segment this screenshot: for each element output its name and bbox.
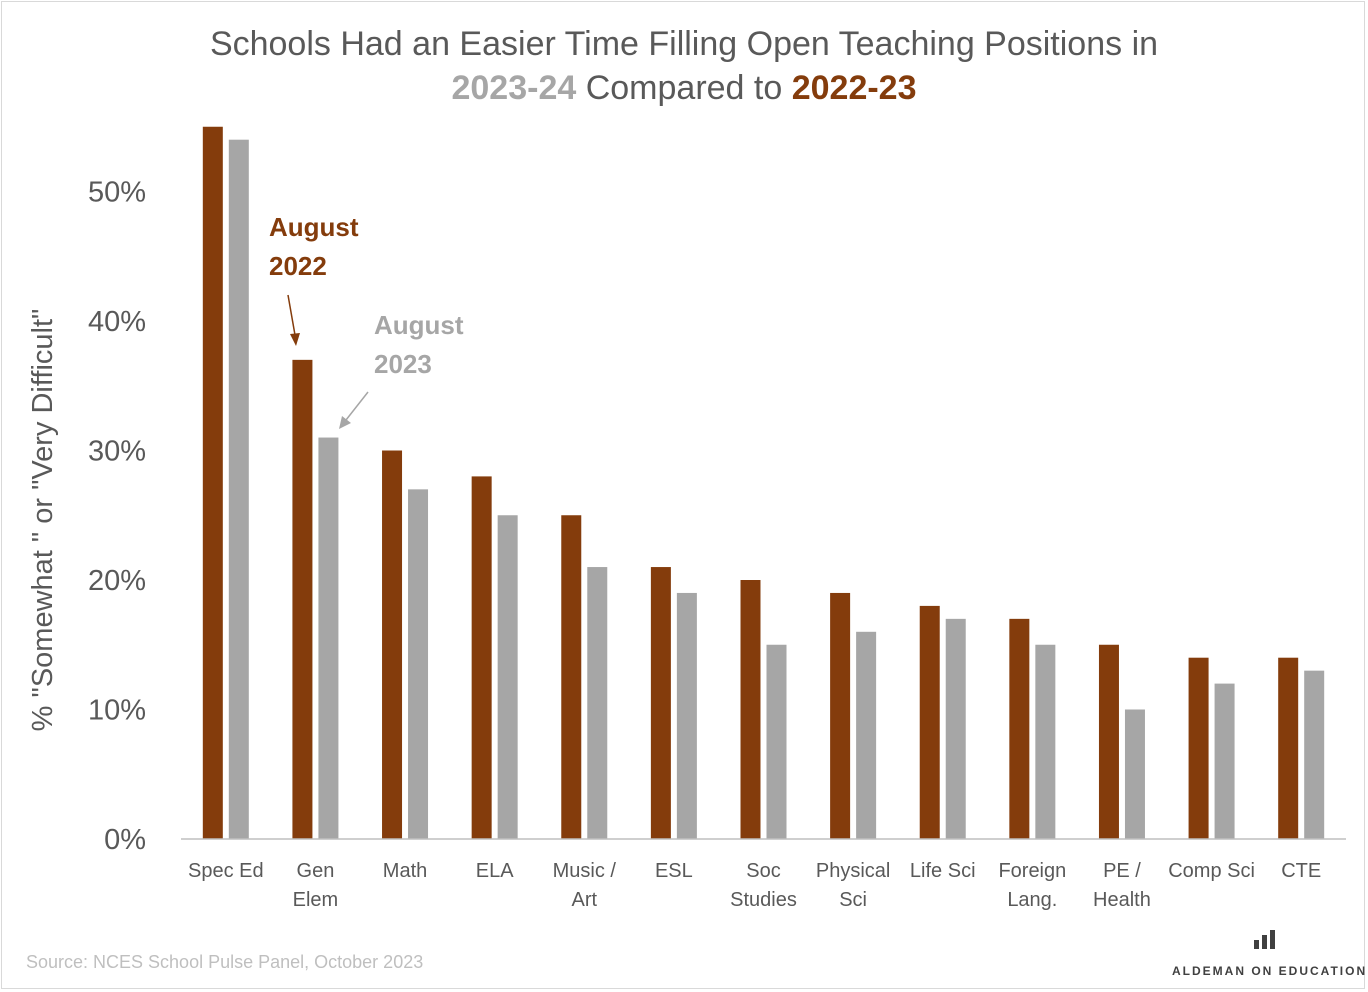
bar-august-2022	[919, 605, 940, 839]
bar-august-2023	[1304, 670, 1325, 839]
y-tick-label: 40%	[88, 306, 146, 338]
bar-august-2022	[1188, 657, 1209, 839]
bar-august-2023	[766, 644, 787, 839]
y-tick-label: 30%	[88, 436, 146, 468]
x-tick-label: Health	[1093, 889, 1151, 911]
x-tick-label: PE /	[1103, 860, 1141, 882]
y-axis-label: % "Somewhat " or "Very Difficult"	[27, 309, 59, 732]
brand-name: ALDEMAN ON EDUCATION	[1172, 964, 1368, 978]
arrow-august-2023	[345, 391, 369, 421]
title-line-2: 2023-24 Compared to 2022-23	[0, 66, 1368, 110]
x-tick-label: Spec Ed	[188, 860, 264, 882]
bar-august-2022	[1278, 657, 1299, 839]
x-tick-label: Music /	[553, 860, 617, 882]
bar-august-2023	[497, 515, 518, 839]
title-line-1: Schools Had an Easier Time Filling Open …	[209, 25, 1159, 63]
y-tick-label: 0%	[104, 824, 146, 856]
y-tick-label: 50%	[88, 177, 146, 209]
x-tick-label: Math	[383, 860, 427, 882]
x-tick-label: Lang.	[1007, 889, 1057, 911]
title-compared-to: Compared to	[576, 69, 792, 107]
x-tick-label: Sci	[839, 889, 867, 911]
x-tick-label: Life Sci	[910, 860, 976, 882]
source-note: Source: NCES School Pulse Panel, October…	[26, 952, 424, 972]
bar-august-2023	[945, 618, 966, 839]
x-tick-label: CTE	[1281, 860, 1321, 882]
x-tick-label: Elem	[293, 889, 339, 911]
bar-august-2023	[228, 139, 249, 839]
x-tick-label: Gen	[297, 860, 335, 882]
bar-august-2023	[1214, 683, 1235, 839]
x-tick-label: Art	[571, 889, 597, 911]
bar-august-2022	[650, 567, 671, 839]
bar-august-2023	[1124, 709, 1145, 839]
annotation-august-2023: August	[374, 310, 464, 340]
bar-august-2022	[1098, 644, 1119, 839]
arrow-head-august-2023	[339, 416, 351, 429]
x-tick-label: Foreign	[998, 860, 1066, 882]
bar-august-2022	[830, 592, 851, 839]
bar-august-2023	[856, 631, 877, 839]
annotation-august-2022: August	[269, 212, 359, 242]
title-year-2022-23: 2022-23	[791, 69, 917, 107]
bar-august-2022	[561, 515, 582, 839]
x-tick-label: ELA	[476, 860, 514, 882]
title-year-2023-24: 2023-24	[451, 69, 577, 107]
arrow-head-august-2022	[290, 333, 300, 346]
chart-title: Schools Had an Easier Time Filling Open …	[0, 22, 1368, 110]
x-tick-label: Comp Sci	[1168, 860, 1255, 882]
y-tick-label: 10%	[88, 695, 146, 727]
bar-august-2023	[676, 592, 697, 839]
bar-august-2023	[1035, 644, 1056, 839]
bar-august-2023	[587, 567, 608, 839]
x-tick-label: ESL	[655, 860, 693, 882]
bar-august-2022	[202, 126, 223, 839]
x-tick-label: Physical	[816, 860, 890, 882]
bar-august-2023	[408, 489, 429, 839]
x-tick-label: Soc	[746, 860, 780, 882]
bar-august-2022	[292, 359, 313, 839]
bar-august-2022	[382, 450, 403, 839]
bar-august-2022	[1009, 618, 1030, 839]
annotation-august-2022: 2022	[269, 251, 327, 281]
bar-august-2022	[471, 476, 492, 839]
x-tick-label: Studies	[730, 889, 797, 911]
arrow-august-2022	[287, 294, 296, 336]
annotation-august-2023: 2023	[374, 349, 432, 379]
bar-chart-logo-icon	[1254, 930, 1275, 949]
y-tick-label: 20%	[88, 565, 146, 597]
bar-august-2022	[740, 580, 761, 839]
bar-august-2023	[318, 437, 339, 839]
